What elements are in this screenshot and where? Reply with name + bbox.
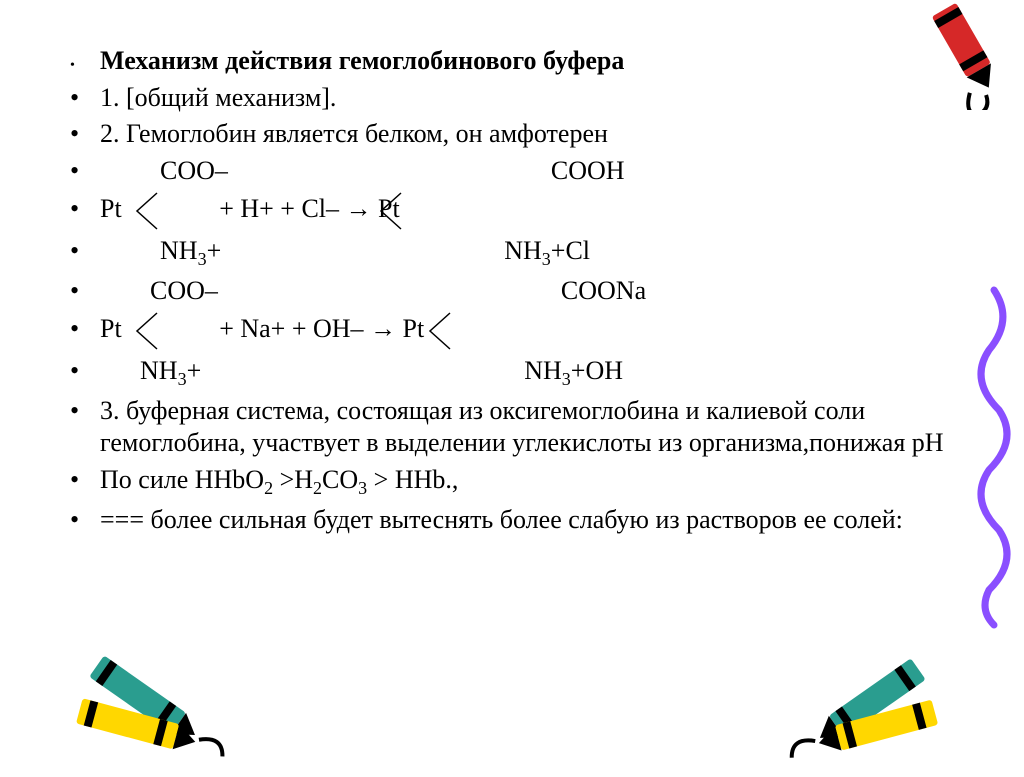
bullet: • xyxy=(70,119,100,149)
line-9: • 3. буферная система, состоящая из окси… xyxy=(70,395,944,460)
line-5: • NH3+ NH3+Cl xyxy=(70,235,944,271)
squiggle-decoration-icon xyxy=(964,280,1024,630)
reaction-2: + Na+ + OH– → Pt xyxy=(219,314,424,343)
text-9: 3. буферная система, состоящая из оксиге… xyxy=(100,395,944,460)
text-2: 2. Гемоглобин является белком, он амфоте… xyxy=(100,118,608,151)
line-4: • Pt + H+ + Cl– → Pt xyxy=(70,191,944,231)
slide-content: • Механизм действия гемоглобинового буфе… xyxy=(0,0,1024,560)
bullet: • xyxy=(70,194,100,224)
cooh-right: COOH xyxy=(551,156,625,185)
pt-left-2: Pt xyxy=(100,314,122,343)
nh3cl-right: NH3+Cl xyxy=(504,236,590,265)
nh3-left: NH xyxy=(160,236,198,265)
bullet: • xyxy=(70,314,100,344)
text-7: Pt + Na+ + OH– → Pt xyxy=(100,311,459,351)
angle-bracket-icon xyxy=(425,311,455,351)
angle-bracket-icon xyxy=(132,191,162,231)
bullet: • xyxy=(70,396,100,426)
line-8: • NH3+ NH3+OH xyxy=(70,355,944,391)
nh3oh-right: NH3+OH xyxy=(524,356,623,385)
text-10: По силе HHbO2 >H2CO3 > HHb., xyxy=(100,464,458,500)
crayons-decoration-icon xyxy=(774,647,964,777)
coo-left: COO– xyxy=(160,156,228,185)
line-10: • По силе HHbO2 >H2CO3 > HHb., xyxy=(70,464,944,500)
line-3: • COO– COOH xyxy=(70,155,944,188)
bullet: • xyxy=(70,276,100,306)
line-2: • 2. Гемоглобин является белком, он амфо… xyxy=(70,118,944,151)
text-8: NH3+ NH3+OH xyxy=(100,355,623,391)
bullet: • xyxy=(70,236,100,266)
nh3-left-2: NH xyxy=(140,356,178,385)
line-6: • COO– COONa xyxy=(70,275,944,308)
line-1: • 1. [общий механизм]. xyxy=(70,82,944,115)
bullet: • xyxy=(70,83,100,113)
bullet: • xyxy=(70,505,100,535)
crayon-decoration-icon xyxy=(914,0,1024,110)
text-11: === более сильная будет вытеснять более … xyxy=(100,504,903,537)
text-4: Pt + H+ + Cl– → Pt xyxy=(100,191,410,231)
line-7: • Pt + Na+ + OH– → Pt xyxy=(70,311,944,351)
reaction-1: + H+ + Cl– → Pt xyxy=(219,194,400,223)
title-line: • Механизм действия гемоглобинового буфе… xyxy=(70,45,944,78)
angle-bracket-icon xyxy=(376,191,406,231)
text-6: COO– COONa xyxy=(100,275,646,308)
pt-left: Pt xyxy=(100,194,122,223)
bullet-small: • xyxy=(70,58,100,74)
crayons-decoration-icon xyxy=(60,647,240,777)
line-11: • === более сильная будет вытеснять боле… xyxy=(70,504,944,537)
bullet: • xyxy=(70,356,100,386)
title-text: Механизм действия гемоглобинового буфера xyxy=(100,45,624,78)
angle-bracket-icon xyxy=(132,311,162,351)
text-1: 1. [общий механизм]. xyxy=(100,82,336,115)
bullet: • xyxy=(70,465,100,495)
coona-right: COONa xyxy=(561,276,646,305)
bullet: • xyxy=(70,156,100,186)
text-3: COO– COOH xyxy=(100,155,625,188)
coo-left-2: COO– xyxy=(150,276,218,305)
text-5: NH3+ NH3+Cl xyxy=(100,235,590,271)
